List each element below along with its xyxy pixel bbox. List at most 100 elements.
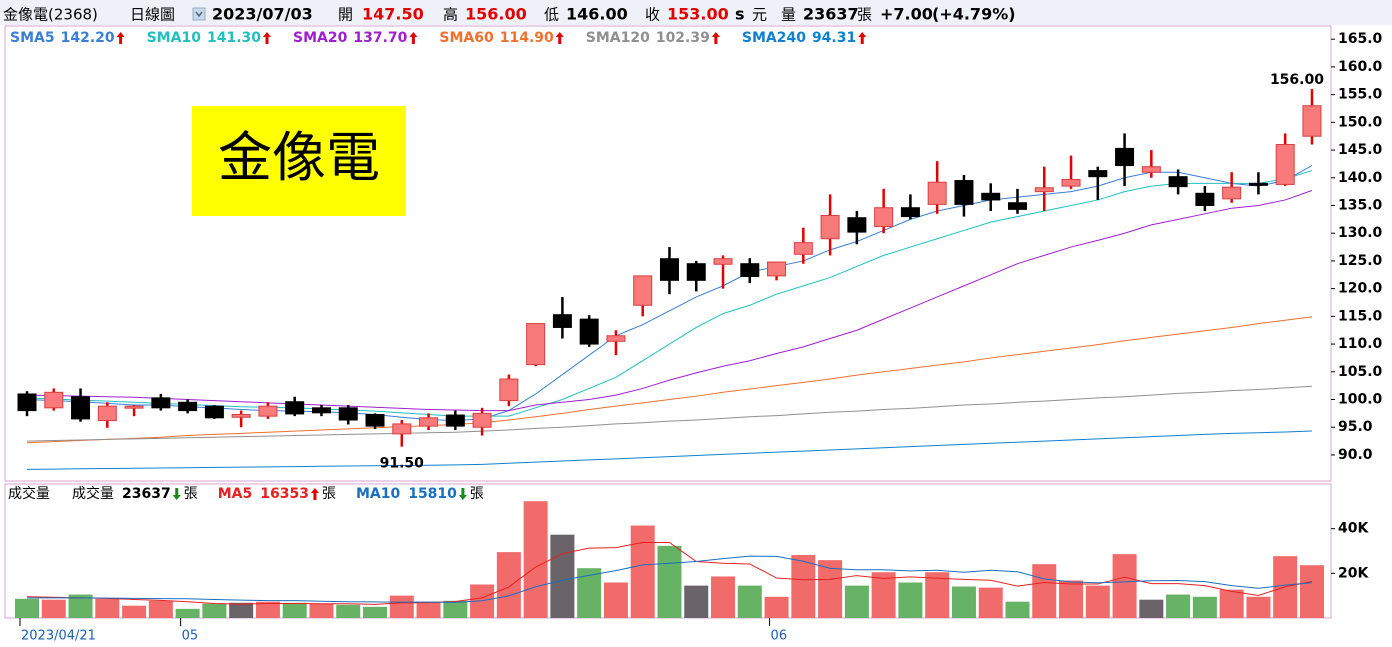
legend-name: SMA60 [439, 30, 494, 46]
candle-body [258, 405, 278, 417]
volume-bar [229, 602, 254, 618]
candle-body [552, 314, 572, 328]
legend-name: SMA5 [10, 30, 55, 46]
candle-body [365, 413, 385, 427]
y-tick-label: 145.0 [1338, 142, 1383, 158]
volume-bar [1219, 589, 1244, 618]
legend-name: SMA240 [742, 30, 806, 46]
volume-bar [1246, 596, 1271, 618]
candle-body [17, 393, 37, 412]
candle-body [1248, 182, 1268, 186]
candle-body [606, 335, 626, 342]
legend-value: 16353 [260, 486, 309, 502]
period-dropdown[interactable] [192, 7, 206, 21]
volume-bar [898, 582, 923, 618]
legend-unit: 張 [322, 486, 336, 502]
legend-value: 102.39 [656, 30, 710, 46]
volume-title: 成交量 [8, 485, 50, 502]
overlay-box [192, 106, 406, 216]
overlay-title: 金像電 [218, 126, 380, 189]
period[interactable]: 日線圖 [130, 6, 175, 24]
legend-value: 15810 [408, 486, 457, 502]
candle-body [1275, 144, 1295, 185]
y-tick-label: 95.0 [1338, 419, 1373, 435]
volume-bar [925, 572, 950, 618]
candle-body [740, 263, 760, 277]
candle-body [1034, 187, 1054, 193]
header-bar [0, 0, 1392, 25]
y-tick-label: 135.0 [1338, 197, 1383, 213]
y-tick-label: 150.0 [1338, 114, 1383, 130]
x-tick-label: 2023/04/21 [21, 629, 96, 644]
volume-bar [416, 601, 441, 618]
open-label: 開 [338, 6, 353, 24]
candle-body [713, 258, 733, 265]
candle-body [419, 417, 439, 427]
y-tick-label: 115.0 [1338, 308, 1383, 324]
trend-arrow [555, 32, 564, 44]
volume-bar [764, 596, 789, 618]
y-tick-label: 155.0 [1338, 87, 1383, 103]
legend-name: 成交量 [72, 485, 114, 502]
candle-body [151, 397, 171, 409]
volume-bar [844, 585, 869, 618]
legend-name: SMA120 [586, 30, 650, 46]
legend-value: 114.90 [500, 30, 554, 46]
high-value: 156.00 [465, 5, 527, 24]
legend-value: 142.20 [61, 30, 115, 46]
volume-bar [791, 555, 816, 618]
volume-bar [1032, 564, 1057, 618]
candle-body [1168, 176, 1188, 188]
candle-body [847, 217, 867, 233]
volume-bar [175, 608, 200, 618]
volume-bar [684, 585, 709, 618]
candle-body [820, 214, 840, 240]
candle-body [1195, 192, 1215, 206]
candle-body [981, 192, 1001, 201]
volume-bar [657, 545, 682, 618]
low-value: 146.00 [566, 5, 628, 24]
dropdown-chevron [195, 11, 203, 18]
close-value: 153.00 [667, 5, 729, 24]
plot-layer: 165.0 160.0 155.0 150.0 145.0 140.0 135.0 130.0… [8, 30, 1383, 644]
candle-body [954, 180, 974, 205]
candle-body [579, 318, 599, 345]
candle-body [874, 207, 894, 228]
legend-value: 137.70 [353, 30, 407, 46]
volume-bar [737, 585, 762, 618]
volume-bar [389, 595, 414, 618]
candle-body [445, 414, 465, 427]
candle-body [472, 412, 492, 428]
y-tick-label: 120.0 [1338, 281, 1383, 297]
legend-name: SMA10 [147, 30, 202, 46]
trend-arrow [858, 32, 867, 44]
candle-body [1222, 186, 1242, 200]
y-tick-label: 100.0 [1338, 392, 1383, 408]
candle-body [1061, 178, 1081, 187]
volume-bar [550, 534, 575, 618]
y-tick-label: 90.0 [1338, 447, 1373, 463]
y-tick-label: 160.0 [1338, 59, 1383, 75]
candle-body [97, 405, 117, 422]
volume-bar [951, 586, 976, 618]
volume-bar [1166, 594, 1191, 618]
stock-name: 金像電(2368) [3, 6, 98, 24]
candle-body [767, 261, 787, 277]
change: +7.00 [880, 5, 933, 24]
legend-name: SMA20 [293, 30, 348, 46]
low-annotation: 91.50 [380, 456, 425, 472]
volume-ma-line [27, 555, 1313, 603]
trend-arrow [172, 488, 181, 500]
candle-body [204, 405, 224, 419]
y-tick-label: 40K [1338, 521, 1369, 537]
volume-bar [309, 603, 334, 618]
candle-body [124, 405, 144, 409]
y-tick-label: 130.0 [1338, 225, 1383, 241]
legend-value: 94.31 [812, 30, 856, 46]
volume-bar [630, 525, 655, 618]
trend-arrow [310, 488, 319, 500]
volume-bar [255, 601, 280, 618]
volume-bar [1005, 601, 1030, 618]
candle-body [392, 423, 412, 435]
trend-arrow [458, 488, 467, 500]
